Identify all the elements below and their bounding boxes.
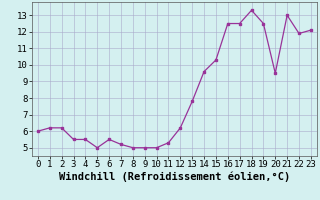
X-axis label: Windchill (Refroidissement éolien,°C): Windchill (Refroidissement éolien,°C): [59, 172, 290, 182]
